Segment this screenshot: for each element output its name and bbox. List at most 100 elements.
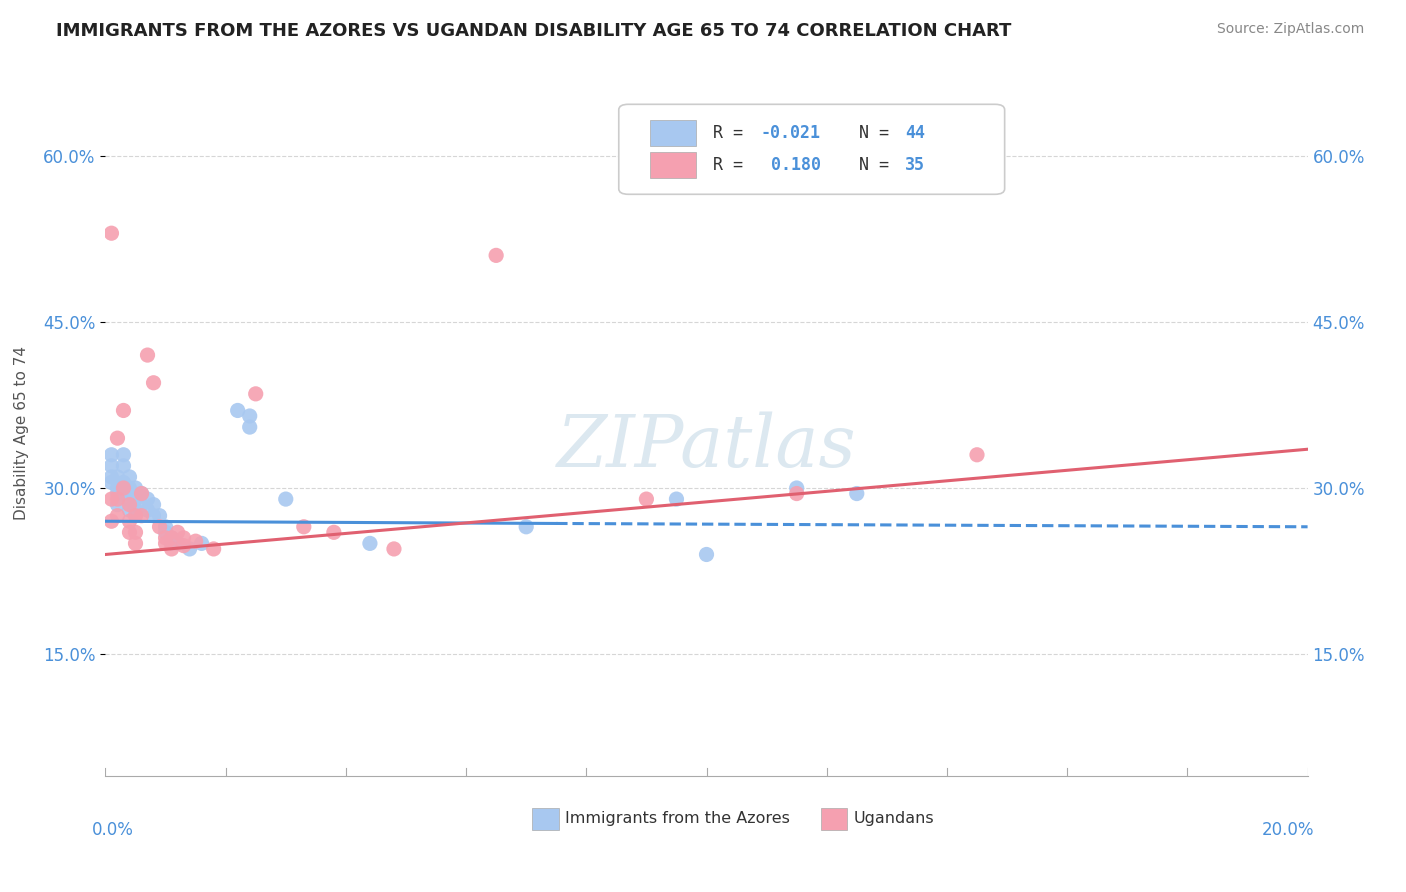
Point <box>665 492 688 507</box>
Point <box>142 498 165 512</box>
Text: IMMIGRANTS FROM THE AZORES VS UGANDAN DISABILITY AGE 65 TO 74 CORRELATION CHART: IMMIGRANTS FROM THE AZORES VS UGANDAN DI… <box>56 22 1011 40</box>
FancyBboxPatch shape <box>650 152 696 178</box>
Text: N =: N = <box>839 124 898 142</box>
Text: Source: ZipAtlas.com: Source: ZipAtlas.com <box>1216 22 1364 37</box>
Point <box>155 520 177 534</box>
FancyBboxPatch shape <box>619 104 1005 194</box>
Point <box>118 492 141 507</box>
Point <box>124 525 146 540</box>
Point <box>136 492 159 507</box>
Point <box>107 486 129 500</box>
Point <box>107 498 129 512</box>
Point <box>124 503 146 517</box>
Point <box>100 458 122 473</box>
Text: Immigrants from the Azores: Immigrants from the Azores <box>565 811 790 826</box>
Point <box>124 481 146 495</box>
Point <box>786 481 808 495</box>
Point <box>155 536 177 550</box>
Point <box>124 536 146 550</box>
Point <box>100 514 122 528</box>
Point <box>107 492 129 507</box>
Point <box>107 431 129 445</box>
Point <box>190 536 212 550</box>
Point <box>131 486 153 500</box>
FancyBboxPatch shape <box>821 807 848 830</box>
Point <box>166 525 188 540</box>
Point <box>112 481 135 495</box>
Point <box>118 498 141 512</box>
Point <box>226 403 249 417</box>
Point <box>160 536 183 550</box>
Point <box>112 448 135 462</box>
Point <box>515 520 537 534</box>
Point <box>966 448 988 462</box>
Point <box>131 498 153 512</box>
Point <box>118 470 141 484</box>
Point <box>142 376 165 390</box>
Point <box>124 508 146 523</box>
Point <box>173 539 195 553</box>
Point <box>184 534 207 549</box>
Point <box>636 492 658 507</box>
Point <box>322 525 344 540</box>
Point <box>239 409 262 423</box>
Point <box>136 348 159 362</box>
Point <box>166 536 188 550</box>
Text: 44: 44 <box>905 124 925 142</box>
Text: Ugandans: Ugandans <box>853 811 934 826</box>
Text: N =: N = <box>839 156 898 174</box>
Point <box>100 475 122 490</box>
Point <box>131 508 153 523</box>
Text: 0.0%: 0.0% <box>91 821 134 838</box>
Point <box>124 492 146 507</box>
Point <box>100 448 122 462</box>
Point <box>786 486 808 500</box>
Point <box>148 520 170 534</box>
Point <box>160 531 183 545</box>
Point <box>202 541 225 556</box>
Text: ZIPatlas: ZIPatlas <box>557 411 856 482</box>
Point <box>142 508 165 523</box>
Point <box>155 531 177 545</box>
Point <box>107 508 129 523</box>
Point <box>696 548 718 562</box>
Point <box>107 481 129 495</box>
Text: 0.180: 0.180 <box>761 156 821 174</box>
FancyBboxPatch shape <box>533 807 558 830</box>
Point <box>160 531 183 545</box>
Point <box>382 541 405 556</box>
Point <box>112 458 135 473</box>
Point <box>155 525 177 540</box>
Point <box>239 420 262 434</box>
Point <box>118 514 141 528</box>
Text: 35: 35 <box>905 156 925 174</box>
Point <box>131 486 153 500</box>
Point <box>292 520 315 534</box>
Point <box>274 492 297 507</box>
Point <box>118 481 141 495</box>
Text: -0.021: -0.021 <box>761 124 821 142</box>
Point <box>845 486 868 500</box>
Point <box>112 403 135 417</box>
Point <box>118 525 141 540</box>
Point <box>118 503 141 517</box>
Point <box>100 470 122 484</box>
Point <box>148 508 170 523</box>
Text: R =: R = <box>713 156 752 174</box>
Point <box>160 541 183 556</box>
Point <box>107 470 129 484</box>
Point <box>245 387 267 401</box>
Point <box>112 475 135 490</box>
Point <box>112 486 135 500</box>
Point <box>136 503 159 517</box>
Point <box>485 248 508 262</box>
Point <box>179 541 201 556</box>
Point <box>100 492 122 507</box>
Text: 20.0%: 20.0% <box>1263 821 1315 838</box>
Text: R =: R = <box>713 124 752 142</box>
Point <box>100 226 122 240</box>
FancyBboxPatch shape <box>650 120 696 146</box>
Y-axis label: Disability Age 65 to 74: Disability Age 65 to 74 <box>14 345 30 520</box>
Point <box>359 536 381 550</box>
Point <box>173 531 195 545</box>
